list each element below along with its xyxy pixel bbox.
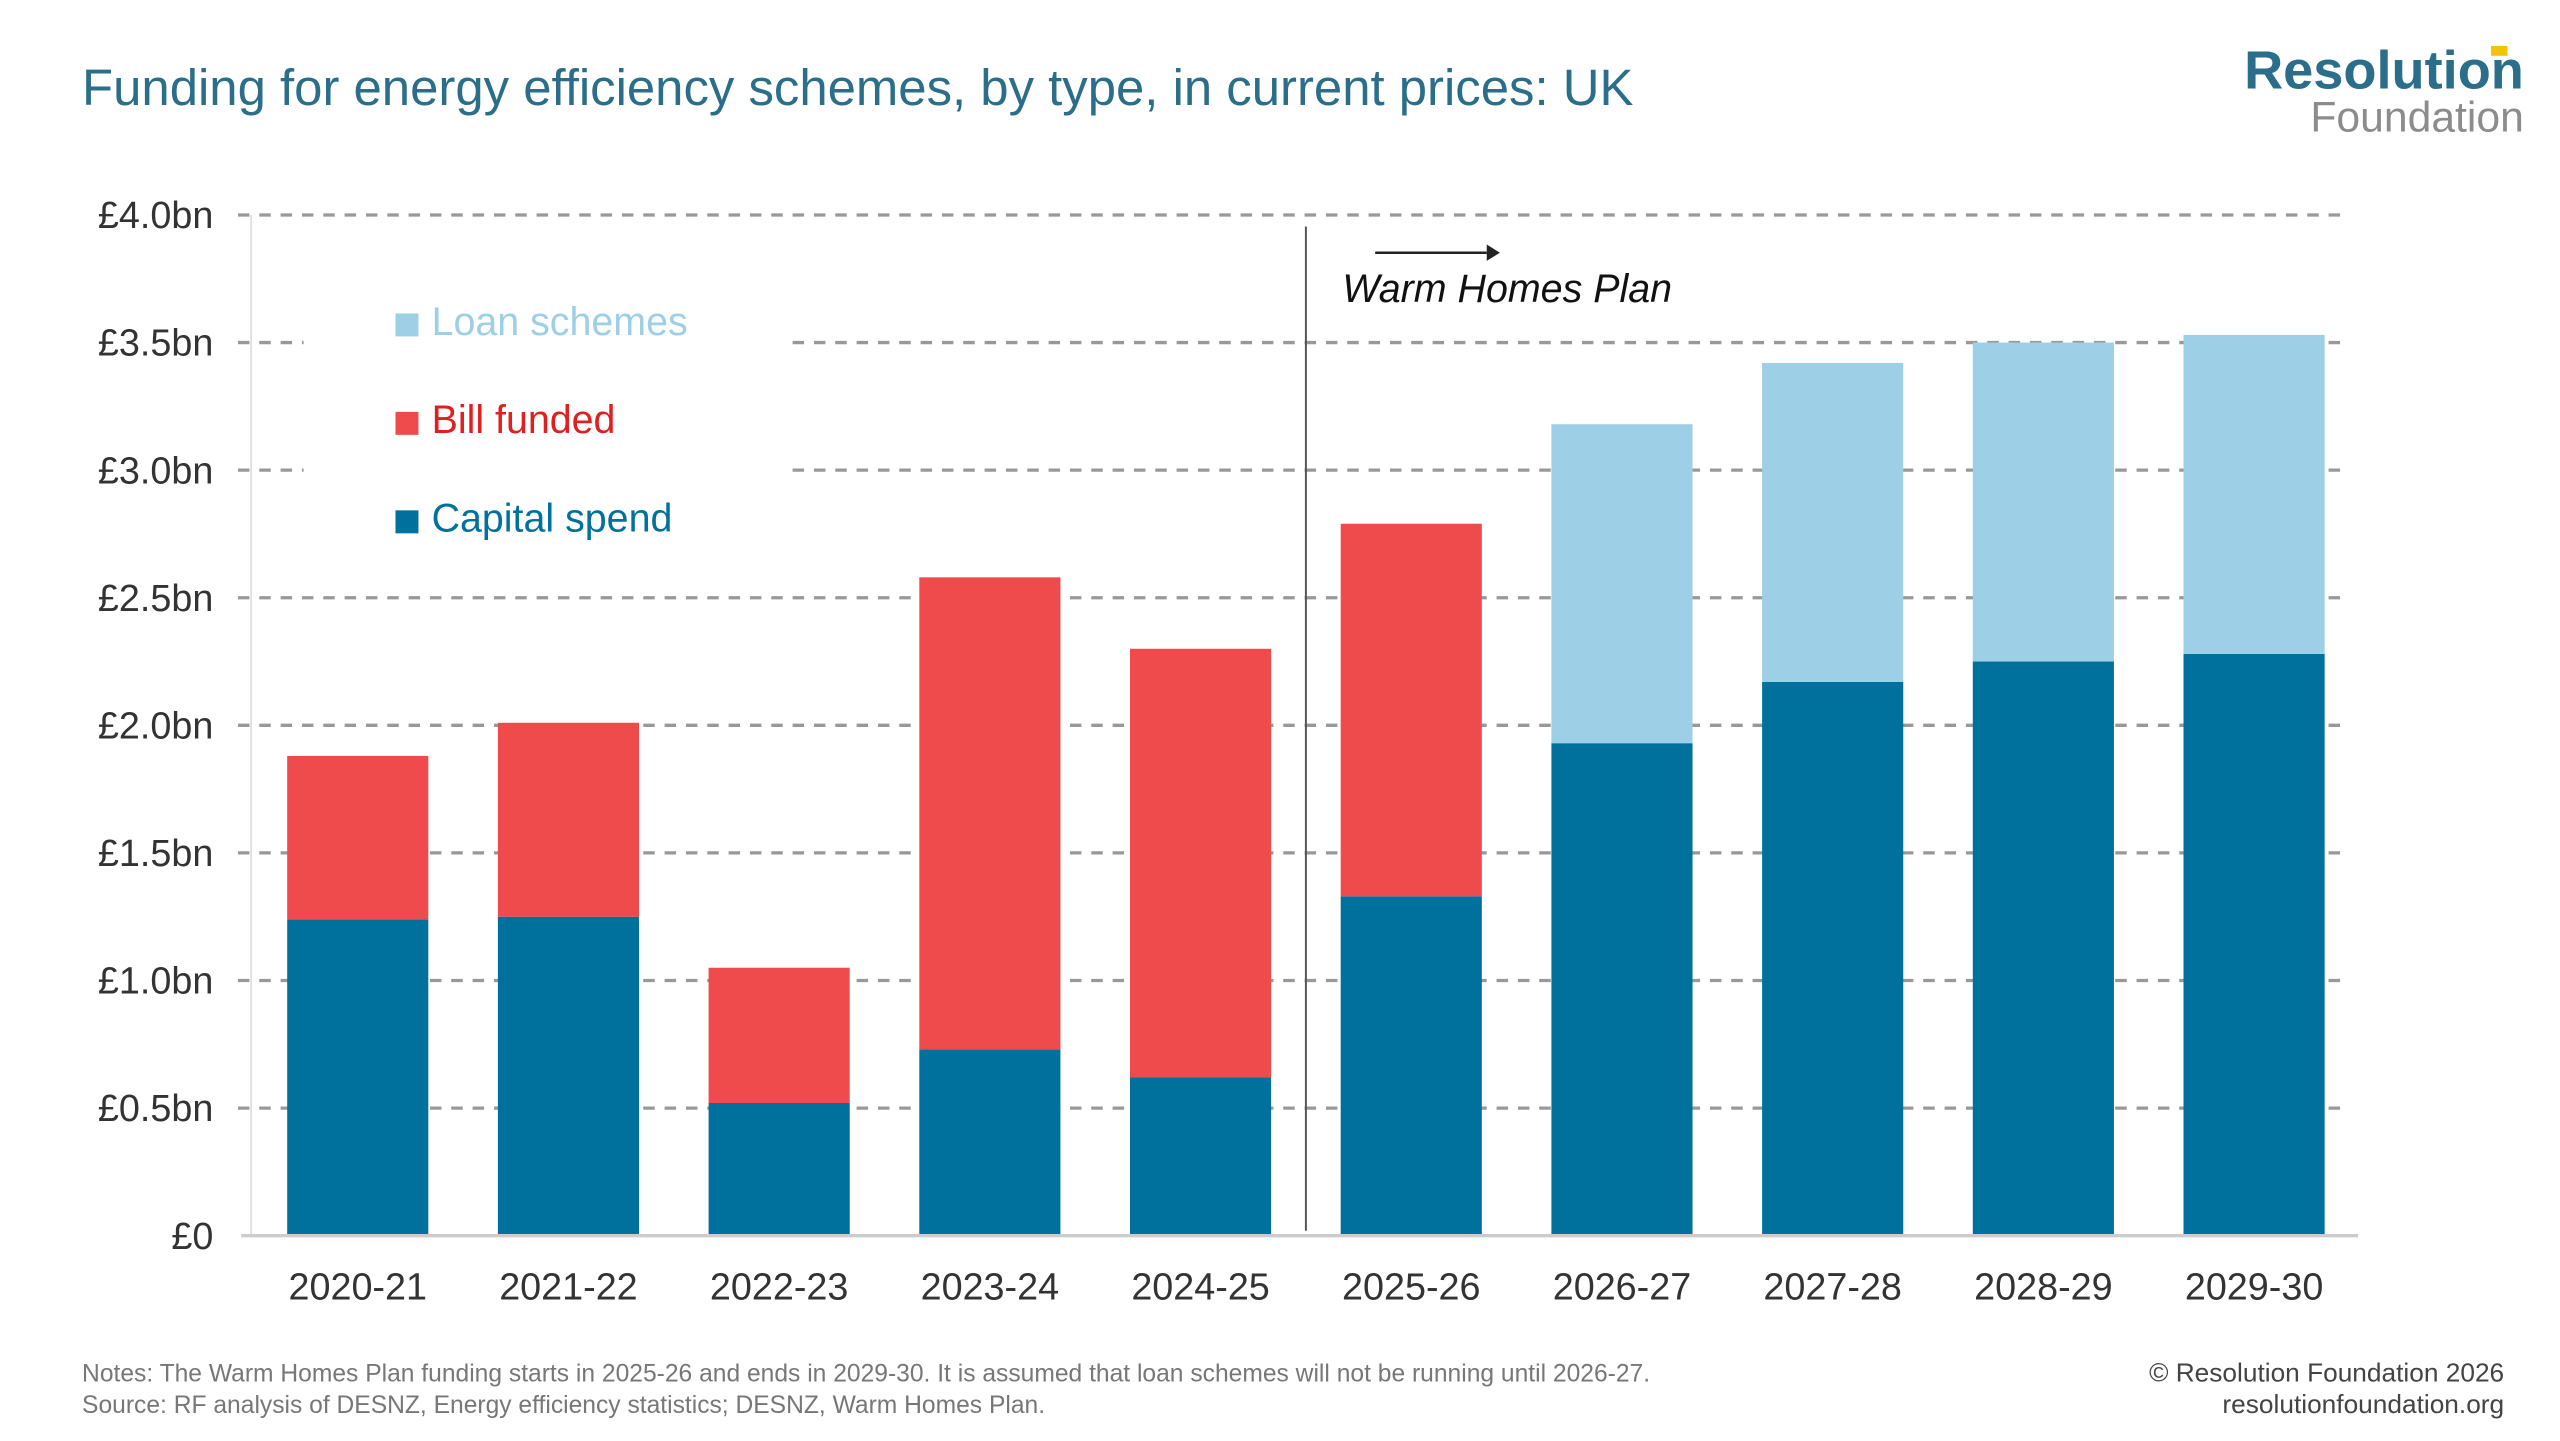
x-tick-label: 2023-24 xyxy=(921,1266,1059,1308)
y-tick-label: £4.0bn xyxy=(98,194,213,236)
legend-swatch xyxy=(395,411,419,435)
y-tick-label: £1.5bn xyxy=(98,832,213,874)
bar-bill-funded xyxy=(287,755,429,920)
x-tick-label: 2022-23 xyxy=(710,1266,848,1308)
y-tick-label: £0 xyxy=(171,1215,213,1257)
legend-label: Capital spend xyxy=(432,497,673,541)
logo-accent xyxy=(2491,45,2508,56)
notes: Notes: The Warm Homes Plan funding start… xyxy=(82,1359,1650,1421)
bar-capital-spend xyxy=(919,1049,1061,1236)
bar-capital-spend xyxy=(497,916,640,1236)
bar-loan-schemes xyxy=(2183,334,2325,654)
bar-capital-spend xyxy=(2183,653,2325,1236)
bar-bill-funded xyxy=(708,967,850,1103)
notes-text: Notes: The Warm Homes Plan funding start… xyxy=(82,1360,1651,1389)
x-tick-label: 2026-27 xyxy=(1553,1266,1691,1308)
y-tick-label: £3.5bn xyxy=(98,322,213,364)
legend-swatch xyxy=(395,313,419,337)
bar-loan-schemes xyxy=(1762,362,1904,682)
x-tick-label: 2027-28 xyxy=(1763,1266,1901,1308)
copyright: © Resolution Foundation 2026 xyxy=(2149,1360,2505,1389)
x-tick-label: 2025-26 xyxy=(1342,1266,1480,1308)
y-tick-label: £0.5bn xyxy=(98,1087,213,1129)
x-tick-label: 2024-25 xyxy=(1131,1266,1269,1308)
annotation-warm-homes-plan: Warm Homes Plan xyxy=(1342,267,1672,311)
legend-label: Bill funded xyxy=(432,398,616,442)
y-tick-label: £3.0bn xyxy=(98,449,213,491)
legend-background xyxy=(303,246,788,558)
bar-bill-funded xyxy=(497,722,640,917)
bar-bill-funded xyxy=(1340,523,1482,897)
source-text: Source: RF analysis of DESNZ, Energy eff… xyxy=(82,1391,1046,1420)
bar-loan-schemes xyxy=(1972,342,2114,662)
legend-label: Loan schemes xyxy=(432,300,688,344)
legend-swatch xyxy=(395,510,419,534)
x-tick-label: 2020-21 xyxy=(288,1266,426,1308)
bar-capital-spend xyxy=(1551,743,1693,1236)
bar-capital-spend xyxy=(708,1102,850,1236)
bar-capital-spend xyxy=(1972,661,2114,1236)
bar-capital-spend xyxy=(1340,896,1482,1236)
logo-resolution: Resolution xyxy=(2244,39,2524,101)
y-tick-label: £1.0bn xyxy=(98,960,213,1002)
arrow-head-icon xyxy=(1486,244,1500,261)
stacked-bar-chart: £0 £0.5bn £1.0bn £1.5bn £2.0bn £2.5bn £3.0bn £3… xyxy=(98,194,2359,1308)
bar-capital-spend xyxy=(1762,681,1904,1236)
bar-capital-spend xyxy=(287,919,429,1236)
chart-title: Funding for energy efficiency schemes, b… xyxy=(82,59,1634,117)
x-tick-label: 2029-30 xyxy=(2185,1266,2323,1308)
bar-capital-spend xyxy=(1129,1077,1272,1236)
credits: © Resolution Foundation 2026 resolutionf… xyxy=(2149,1359,2504,1421)
x-tick-label: 2021-22 xyxy=(499,1266,637,1308)
bar-bill-funded xyxy=(919,577,1061,1050)
x-tick-label: 2028-29 xyxy=(1974,1266,2112,1308)
logo-foundation: Foundation xyxy=(2310,91,2524,142)
y-tick-label: £2.0bn xyxy=(98,704,213,746)
bar-loan-schemes xyxy=(1551,424,1693,744)
bar-bill-funded xyxy=(1129,648,1272,1078)
y-tick-label: £2.5bn xyxy=(98,577,213,619)
website: resolutionfoundation.org xyxy=(2222,1391,2505,1420)
